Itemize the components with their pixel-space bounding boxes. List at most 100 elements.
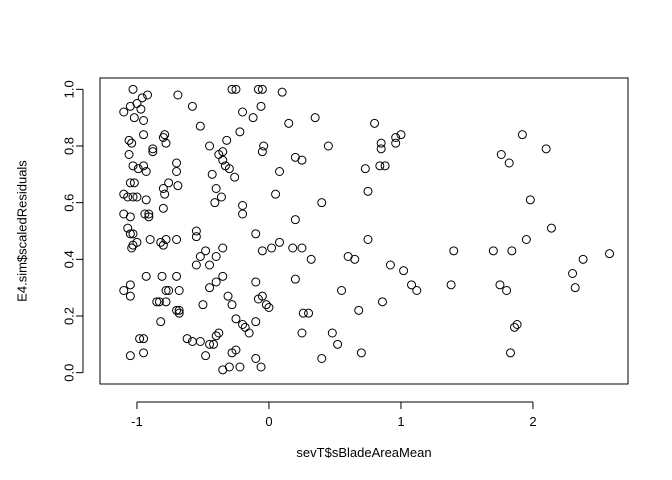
- data-point: [157, 271, 167, 281]
- data-point: [172, 305, 182, 315]
- data-point: [191, 232, 201, 242]
- data-point: [144, 212, 154, 222]
- data-point: [310, 113, 320, 123]
- x-tick-label: 2: [529, 414, 536, 429]
- data-point: [385, 260, 395, 270]
- data-point: [407, 280, 417, 290]
- data-point: [218, 271, 228, 281]
- data-point: [164, 178, 174, 188]
- data-point: [125, 212, 135, 222]
- data-point: [507, 246, 517, 256]
- data-point: [214, 328, 224, 338]
- data-point: [136, 104, 146, 114]
- data-point: [380, 161, 390, 171]
- data-point: [222, 135, 232, 145]
- data-point: [541, 144, 551, 154]
- data-point: [238, 107, 248, 117]
- data-point: [218, 243, 228, 253]
- data-point: [216, 192, 226, 202]
- x-tick-label: 0: [265, 414, 272, 429]
- data-point: [201, 351, 211, 361]
- data-point: [284, 118, 294, 128]
- data-point: [129, 113, 139, 123]
- data-point: [317, 198, 327, 208]
- data-point: [570, 283, 580, 293]
- data-point: [124, 150, 134, 159]
- data-point: [238, 209, 248, 219]
- data-point: [156, 317, 166, 327]
- data-points: [119, 84, 615, 375]
- data-point: [495, 280, 505, 290]
- data-point: [125, 291, 135, 301]
- data-point: [128, 229, 138, 239]
- data-point: [297, 243, 307, 253]
- data-point: [173, 181, 183, 191]
- data-point: [230, 172, 240, 182]
- data-point: [129, 178, 139, 188]
- y-tick-label: 0.6: [62, 194, 77, 212]
- data-point: [173, 90, 183, 100]
- data-point: [158, 184, 168, 193]
- data-point: [356, 348, 366, 358]
- data-point: [172, 158, 182, 168]
- y-axis-title: E4.sim$scaledResiduals: [15, 160, 30, 302]
- data-point: [259, 141, 269, 151]
- data-point: [172, 167, 182, 176]
- x-tick-label: 1: [397, 414, 404, 429]
- data-point: [290, 274, 300, 284]
- data-point: [182, 334, 192, 344]
- x-axis-title: sevT$sBladeAreaMean: [296, 445, 431, 460]
- data-point: [238, 320, 248, 329]
- data-point: [209, 339, 219, 349]
- data-point: [128, 84, 138, 94]
- data-point: [446, 280, 456, 290]
- data-point: [504, 158, 514, 168]
- data-point: [297, 328, 307, 338]
- data-point: [512, 320, 522, 329]
- data-point: [253, 84, 263, 94]
- data-point: [218, 155, 228, 165]
- data-point: [264, 303, 274, 312]
- x-tick-label: -1: [131, 414, 143, 429]
- data-point: [161, 286, 171, 295]
- data-point: [152, 297, 162, 307]
- data-point: [124, 135, 134, 145]
- data-point: [195, 121, 205, 131]
- data-point: [251, 354, 261, 363]
- data-point: [158, 203, 168, 213]
- data-point: [198, 300, 208, 310]
- y-tick-label: 0.0: [62, 364, 77, 382]
- data-point: [256, 101, 266, 111]
- data-point: [275, 237, 285, 247]
- plot-border: [99, 77, 629, 385]
- data-point: [141, 195, 151, 205]
- data-point: [211, 331, 221, 341]
- data-point: [257, 246, 267, 256]
- y-axis: 0.0 0.2 0.4 0.6 0.8 1.0: [62, 80, 84, 382]
- data-point: [164, 286, 174, 295]
- data-point: [488, 246, 498, 256]
- data-point: [224, 362, 234, 372]
- data-point: [148, 144, 158, 154]
- data-point: [306, 254, 316, 264]
- data-point: [125, 229, 135, 239]
- data-point: [271, 189, 281, 199]
- data-point: [261, 300, 271, 310]
- data-point: [327, 328, 337, 338]
- data-point: [337, 286, 347, 295]
- plot-area: [99, 77, 629, 385]
- data-point: [128, 192, 138, 202]
- data-point: [227, 300, 237, 310]
- data-point: [363, 186, 373, 196]
- data-point: [137, 93, 147, 103]
- data-point: [521, 235, 531, 244]
- data-point: [123, 223, 133, 233]
- data-point: [231, 84, 241, 94]
- data-point: [139, 116, 149, 125]
- data-point: [144, 209, 154, 219]
- data-point: [360, 164, 370, 174]
- data-point: [391, 133, 401, 142]
- data-point: [517, 130, 527, 140]
- data-point: [496, 150, 506, 159]
